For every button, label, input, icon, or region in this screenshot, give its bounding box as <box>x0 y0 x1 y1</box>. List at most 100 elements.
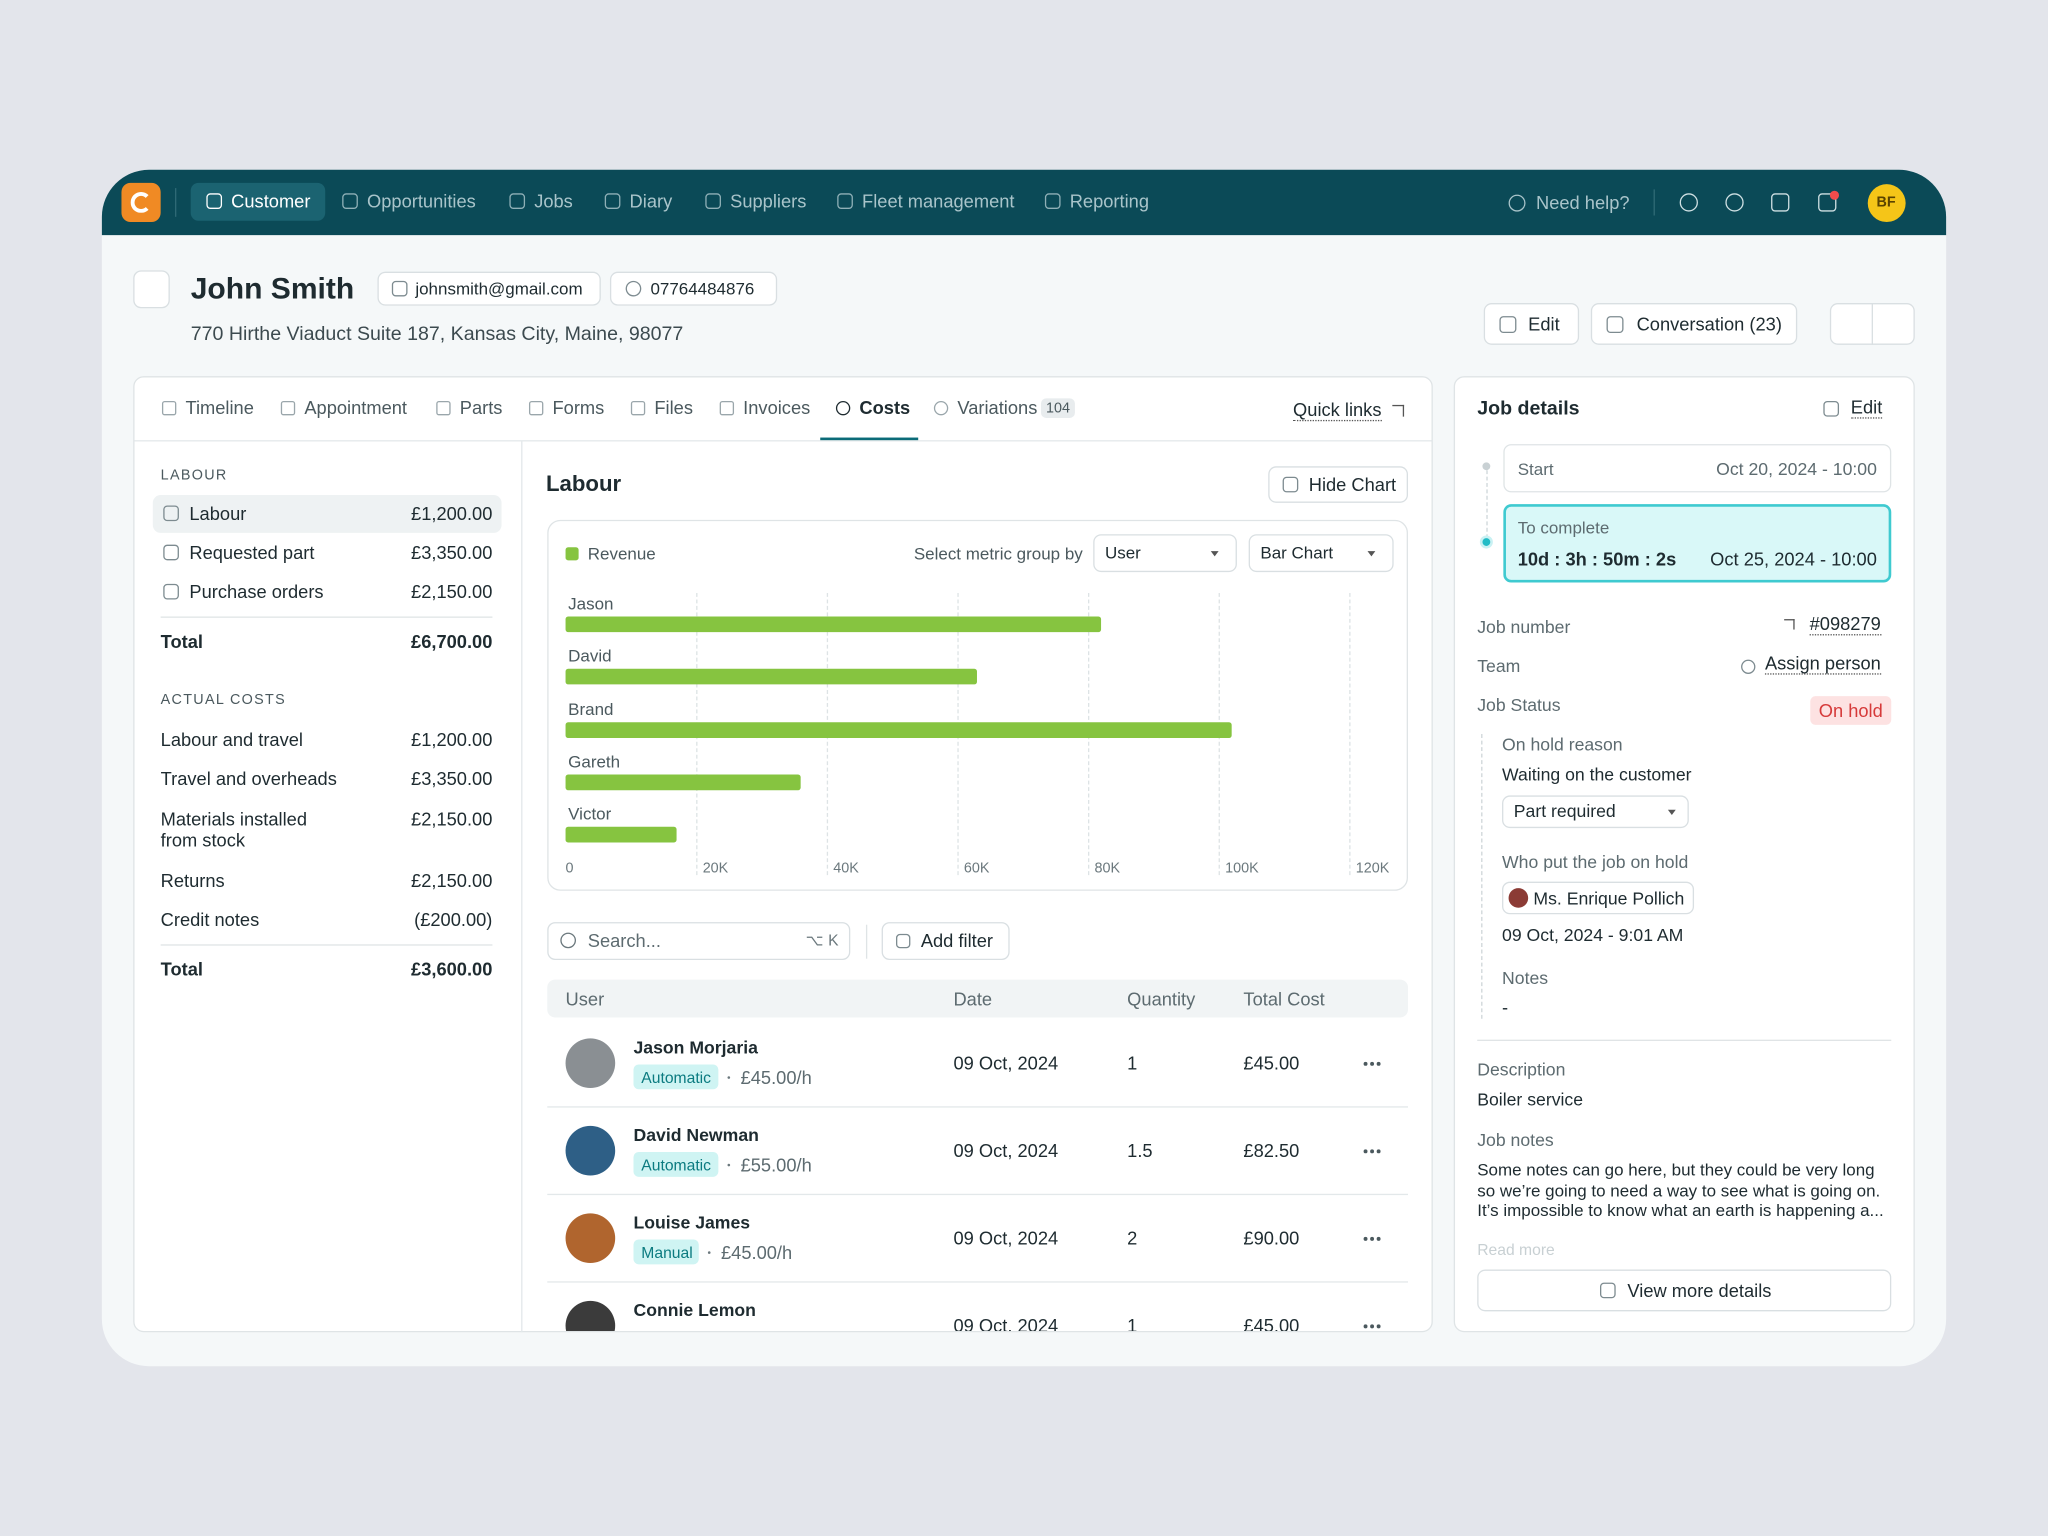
menu-dot[interactable] <box>1370 1061 1375 1066</box>
menu-dot[interactable] <box>1363 1149 1368 1154</box>
type-badge <box>633 1239 699 1265</box>
assign-person[interactable]: Assign person <box>1764 652 1881 675</box>
select-caret <box>1210 551 1219 560</box>
hold-select[interactable] <box>1502 795 1689 829</box>
nav-item[interactable]: Fleet management <box>862 190 1015 212</box>
cost-label: Travel and overheads <box>160 767 337 789</box>
x-tick-label: 20K <box>702 860 729 877</box>
tab[interactable]: Variations <box>957 397 1038 418</box>
icon <box>1508 193 1526 211</box>
nav-item[interactable]: Jobs <box>534 190 573 212</box>
nav-active[interactable] <box>190 182 326 221</box>
tab[interactable]: Appointment <box>304 397 407 418</box>
details-title: Job details <box>1477 397 1580 420</box>
avatar[interactable] <box>1867 184 1906 223</box>
nav-item[interactable]: Suppliers <box>730 190 807 212</box>
menu-dot[interactable] <box>1363 1061 1368 1066</box>
tab[interactable]: Files <box>654 397 693 418</box>
tab[interactable]: Invoices <box>743 397 811 418</box>
select[interactable] <box>1093 534 1237 573</box>
type-badge <box>633 1151 719 1177</box>
icon <box>161 400 177 415</box>
icon <box>163 505 179 522</box>
type-badge <box>633 1064 719 1090</box>
nav-item[interactable]: Customer <box>231 190 311 212</box>
address: 770 Hirthe Viaduct Suite 187, Kansas Cit… <box>190 323 684 346</box>
legend-label: Revenue <box>587 543 656 564</box>
quick-links[interactable]: Quick links <box>1293 399 1382 422</box>
icon <box>1823 400 1840 417</box>
hide-chart-button[interactable] <box>1268 466 1408 503</box>
quick-links-arrow <box>1392 404 1405 417</box>
date: 09 Oct, 2024 <box>953 1140 1059 1162</box>
details-edit[interactable]: Edit <box>1850 396 1883 419</box>
timeline-line <box>1486 470 1488 539</box>
tab[interactable]: Parts <box>459 397 503 418</box>
who-avatar <box>1508 888 1529 908</box>
menu-dot[interactable] <box>1363 1324 1368 1329</box>
row-highlight[interactable] <box>152 495 502 533</box>
complete-label: To complete <box>1517 517 1610 538</box>
menu-dot[interactable] <box>1376 1236 1381 1241</box>
type-badge-text: Manual <box>641 1243 693 1262</box>
rate: £45.00/h <box>720 1242 793 1264</box>
column-divider <box>521 441 523 1333</box>
menu-dot[interactable] <box>1376 1061 1381 1066</box>
job-notes: Some notes can go here, but they could b… <box>1477 1159 1884 1220</box>
category-label: Brand <box>568 698 614 719</box>
icon <box>391 280 408 297</box>
view-more-button[interactable] <box>1477 1269 1892 1312</box>
tab-rule <box>134 440 1432 442</box>
hold-notes: - <box>1502 996 1509 1018</box>
phone: 07764484876 <box>650 278 755 299</box>
menu-dot[interactable] <box>1376 1149 1381 1154</box>
quantity: 1.5 <box>1127 1140 1153 1162</box>
nav-item[interactable]: Opportunities <box>367 190 476 212</box>
separator-dot <box>727 1076 731 1079</box>
quantity: 1 <box>1127 1052 1138 1074</box>
type-badge-text: Automatic <box>641 1068 711 1087</box>
icon <box>509 193 526 209</box>
icon[interactable] <box>1771 193 1790 212</box>
legend-swatch <box>565 547 579 561</box>
cost-label: Labour <box>189 502 247 524</box>
menu-dot[interactable] <box>1363 1236 1368 1241</box>
search-placeholder: Search... <box>587 929 661 951</box>
nav-item[interactable]: Diary <box>629 190 673 212</box>
quantity: 2 <box>1127 1227 1138 1249</box>
x-tick-label: 60K <box>963 860 990 877</box>
menu-dot[interactable] <box>1370 1236 1375 1241</box>
icon[interactable] <box>1725 193 1744 212</box>
back-button[interactable] <box>133 270 170 309</box>
icon[interactable] <box>1818 193 1837 212</box>
add-filter-button[interactable] <box>881 922 1010 960</box>
read-more[interactable]: Read more <box>1477 1240 1555 1260</box>
cost-amount: £2,150.00 <box>411 869 493 891</box>
icon <box>528 400 544 415</box>
tab[interactable]: Timeline <box>185 397 254 418</box>
hold-reason: Waiting on the customer <box>1502 764 1692 785</box>
section-heading: ACTUAL COSTS <box>160 692 286 708</box>
nav-item[interactable]: Reporting <box>1069 190 1149 212</box>
tab[interactable]: Costs <box>859 397 911 418</box>
menu-dot[interactable] <box>1370 1149 1375 1154</box>
separator-dot <box>707 1251 711 1254</box>
help-link[interactable]: Need help? <box>1535 191 1630 213</box>
tab[interactable]: Forms <box>552 397 605 418</box>
email: johnsmith@gmail.com <box>415 278 583 299</box>
user-name: David Newman <box>633 1125 759 1145</box>
conversation-button[interactable] <box>1590 303 1798 345</box>
field-label: Team <box>1477 656 1521 676</box>
menu-dot[interactable] <box>1376 1324 1381 1329</box>
menu-dot[interactable] <box>1370 1324 1375 1329</box>
search-box[interactable] <box>547 922 851 960</box>
cost-amount: £2,150.00 <box>411 581 493 603</box>
icon[interactable] <box>1679 193 1698 212</box>
icon <box>719 400 735 415</box>
email-pill[interactable] <box>377 271 601 306</box>
hold-label: On hold reason <box>1502 734 1623 755</box>
cost-amount: (£200.00) <box>414 909 493 930</box>
total-amount: £6,700.00 <box>411 630 493 652</box>
